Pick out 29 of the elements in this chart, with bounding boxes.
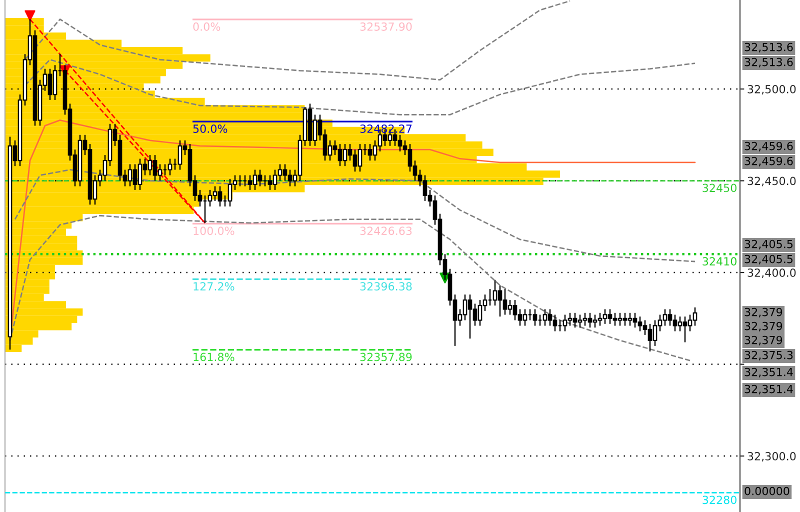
ref-line-label: 32410 — [702, 257, 736, 266]
annotation: 100.0% — [194, 226, 234, 236]
annotation: 127.2% — [194, 282, 234, 291]
ref-line-label: 32450 — [702, 184, 736, 192]
ref-line-label: 32537.90 — [360, 22, 412, 31]
text: 32,351.4 — [744, 384, 793, 394]
ref-line-label: 32280 — [702, 496, 736, 504]
ref-line-label: 32357.89 — [360, 352, 412, 362]
text: 0.00000 — [744, 486, 790, 496]
text: 32,513.6 — [744, 58, 793, 68]
text: 32,459.6 — [744, 142, 793, 152]
annotation: 50.0% — [193, 124, 228, 133]
y-tick-label: 32,450.0 — [748, 176, 796, 186]
text: 32,351.4 — [744, 368, 793, 378]
ref-line-label: 32426.63 — [360, 226, 412, 236]
text: 32,379 — [744, 336, 782, 346]
annotation: 0.0% — [193, 22, 220, 31]
y-tick-label: 32,500.0 — [748, 84, 796, 95]
text: 32,379 — [744, 322, 782, 332]
ref-line-label: 32396.38 — [360, 282, 412, 291]
text: 32,375.3 — [744, 350, 793, 360]
annotation: 161.8% — [194, 352, 234, 362]
text: 32,405.5 — [744, 240, 793, 250]
text: 32,405.5 — [744, 254, 793, 264]
y-tick-label: 32,400.0 — [748, 268, 796, 278]
text: 32,459.6 — [744, 156, 793, 166]
text: 32,513.6 — [744, 42, 793, 52]
y-tick-label: 32,300.0 — [748, 452, 796, 462]
text: 32,379 — [744, 308, 782, 318]
